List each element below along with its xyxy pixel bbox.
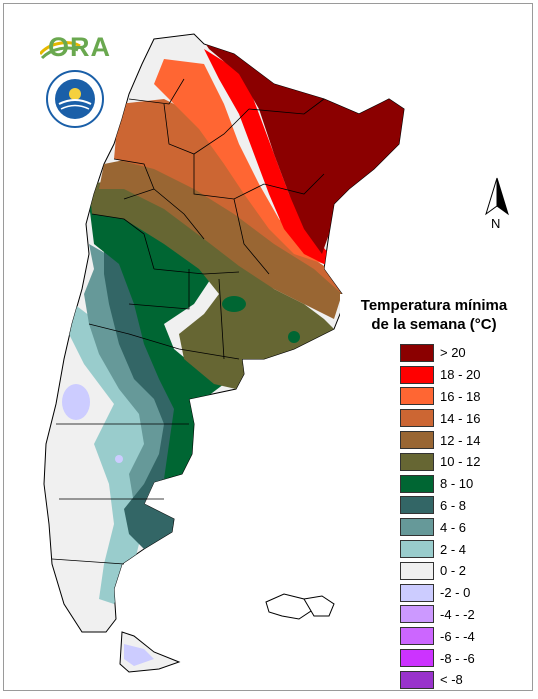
legend-label: -2 - 0 [440,585,471,601]
legend: Temperatura mínima de la semana (°C) > 2… [340,294,528,690]
legend-item: 16 - 18 [400,386,528,408]
legend-label: 0 - 2 [440,563,467,579]
legend-swatch [400,409,434,428]
legend-item: 8 - 10 [400,473,528,495]
zone-12-14 [99,154,342,319]
legend-title: Temperatura mínima de la semana (°C) [340,294,528,336]
legend-item: 12 - 14 [400,429,528,451]
legend-item: 14 - 16 [400,407,528,429]
legend-swatch [400,431,434,450]
legend-label: < -8 [440,672,463,688]
legend-swatch [400,670,434,689]
legend-label: 8 - 10 [440,476,474,492]
legend-swatch [400,452,434,471]
ora-logo: ORA [40,32,110,66]
legend-item: -6 - -4 [400,625,528,647]
legend-item: 18 - 20 [400,364,528,386]
legend-label: 14 - 16 [440,410,481,426]
zone-18-20 [204,49,334,269]
legend-item: 0 - 2 [400,560,528,582]
legend-label: > 20 [440,345,466,361]
legend-label: -4 - -2 [440,606,475,622]
zone-10-12 [89,179,334,389]
legend-swatch [400,561,434,580]
legend-swatch [400,583,434,602]
legend-swatch [400,496,434,515]
legend-item: 4 - 6 [400,516,528,538]
legend-swatch [400,474,434,493]
legend-swatch [400,540,434,559]
zone-14-16 [114,99,342,294]
islands [265,593,335,620]
legend-item: 10 - 12 [400,451,528,473]
legend-swatch [400,365,434,384]
legend-label: 6 - 8 [440,497,467,513]
legend-label: 18 - 20 [440,367,481,383]
zone-minus2-0-pocket [62,384,90,420]
zone-8-10-pocket [222,296,246,312]
temperature-map [43,33,405,673]
province-borders [51,78,325,565]
zone-minus2-0-dot [115,455,123,463]
north-arrow-icon [485,177,509,216]
north-arrow: N [482,176,512,236]
legend-swatch [400,649,434,668]
ora-logo-text: ORA [48,32,111,62]
zone-above-20 [199,34,404,254]
legend-item: -2 - 0 [400,582,528,604]
zone-4-6 [84,244,174,504]
map-frame: ORA N Temperatura mínima de la semana (°… [3,3,533,691]
legend-item: 6 - 8 [400,495,528,517]
legend-swatch [400,518,434,537]
legend-label: -6 - -4 [440,628,475,644]
legend-title-line1: Temperatura mínima [360,297,508,314]
legend-item: -4 - -2 [400,604,528,626]
legend-label: 2 - 4 [440,541,467,557]
legend-swatch [400,605,434,624]
legend-item: < -8 [400,669,528,690]
zone-16-18 [154,59,324,264]
smn-seal-logo [46,70,104,128]
zone-8-10-pocket2 [288,331,300,343]
legend-label: 16 - 18 [440,388,481,404]
legend-swatch [400,343,434,362]
legend-label: 10 - 12 [440,454,481,470]
legend-item: > 20 [400,342,528,364]
legend-title-line2: de la semana (°C) [371,316,497,333]
legend-label: 12 - 14 [440,432,481,448]
legend-label: 4 - 6 [440,519,467,535]
legend-item: 2 - 4 [400,538,528,560]
tierra-del-fuego-cold [124,644,154,666]
legend-label: -8 - -6 [440,650,475,666]
north-label: N [491,216,501,231]
legend-items: > 20 18 - 20 16 - 18 14 - 16 12 - 14 10 … [400,342,528,690]
legend-item: -8 - -6 [400,647,528,669]
legend-swatch [400,627,434,646]
legend-swatch [400,387,434,406]
